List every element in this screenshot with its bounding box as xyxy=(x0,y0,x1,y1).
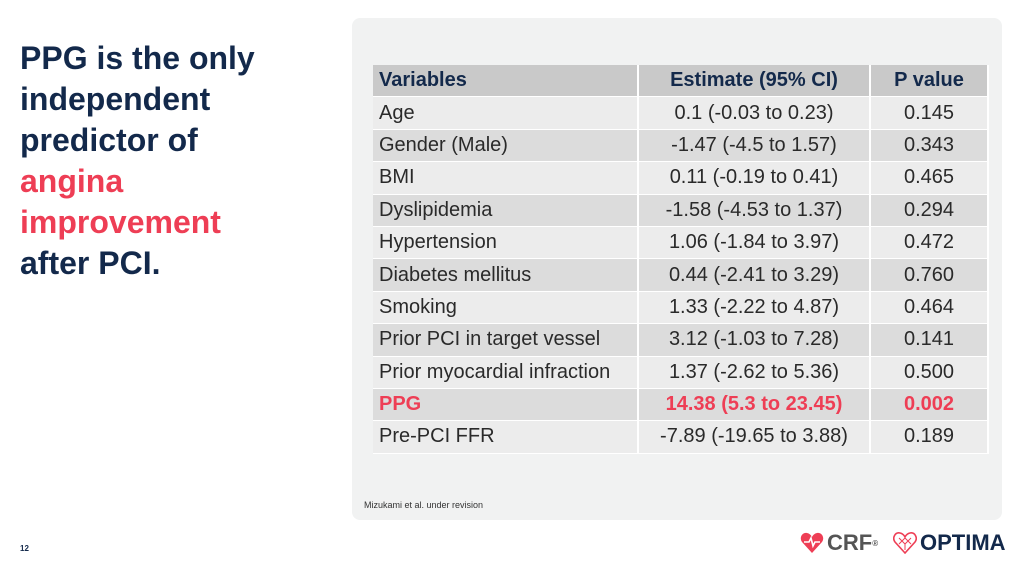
variable-cell: Gender (Male) xyxy=(373,129,639,163)
estimate-cell: 1.33 (-2.22 to 4.87) xyxy=(638,291,871,325)
slide-title: PPG is the only independent predictor of… xyxy=(20,38,340,284)
p-value-cell: 0.189 xyxy=(870,420,989,454)
estimate-cell: -1.58 (-4.53 to 1.37) xyxy=(638,194,871,227)
variable-cell: Pre-PCI FFR xyxy=(373,420,639,454)
p-value-cell: 0.145 xyxy=(870,96,989,130)
regression-table: Variables Estimate (95% CI) P value Age … xyxy=(373,65,989,454)
variable-cell: Age xyxy=(373,96,639,130)
table-row: Diabetes mellitus 0.44 (-2.41 to 3.29) 0… xyxy=(373,258,989,292)
p-value-cell: 0.464 xyxy=(870,291,989,325)
p-value-cell: 0.472 xyxy=(870,226,989,260)
estimate-cell: 0.11 (-0.19 to 0.41) xyxy=(638,161,871,195)
p-value-cell: 0.343 xyxy=(870,129,989,163)
estimate-cell: 0.44 (-2.41 to 3.29) xyxy=(638,258,871,292)
p-value-cell: 0.141 xyxy=(870,323,989,357)
heart-icon xyxy=(800,532,824,553)
variable-cell: Hypertension xyxy=(373,226,639,260)
title-line-1: PPG is the only xyxy=(20,40,255,76)
variable-cell: Dyslipidemia xyxy=(373,194,639,227)
estimate-cell: 1.06 (-1.84 to 3.97) xyxy=(638,226,871,260)
p-value-cell: 0.002 xyxy=(870,388,989,422)
registered-mark: ® xyxy=(872,538,879,548)
table-row: Smoking 1.33 (-2.22 to 4.87) 0.464 xyxy=(373,291,989,325)
title-accent-1: angina xyxy=(20,163,124,199)
estimate-cell: 0.1 (-0.03 to 0.23) xyxy=(638,96,871,130)
estimate-cell: 14.38 (5.3 to 23.45) xyxy=(638,388,871,422)
optima-logo-text: OPTIMA xyxy=(920,530,1006,555)
table-row: BMI 0.11 (-0.19 to 0.41) 0.465 xyxy=(373,161,989,195)
title-line-4: after PCI. xyxy=(20,245,161,281)
header-estimate: Estimate (95% CI) xyxy=(638,65,871,98)
estimate-cell: -1.47 (-4.5 to 1.57) xyxy=(638,129,871,163)
variable-cell: Prior PCI in target vessel xyxy=(373,323,639,357)
estimate-cell: 3.12 (-1.03 to 7.28) xyxy=(638,323,871,357)
p-value-cell: 0.760 xyxy=(870,258,989,292)
header-p-value: P value xyxy=(870,65,989,98)
title-accent-2: improvement xyxy=(20,204,221,240)
variable-cell: Prior myocardial infraction xyxy=(373,356,639,389)
p-value-cell: 0.500 xyxy=(870,356,989,389)
p-value-cell: 0.465 xyxy=(870,161,989,195)
page-number: 12 xyxy=(20,544,29,553)
header-variables: Variables xyxy=(373,65,639,98)
variable-cell: Diabetes mellitus xyxy=(373,258,639,292)
table-row: Age 0.1 (-0.03 to 0.23) 0.145 xyxy=(373,96,989,130)
crf-logo-text: CRF xyxy=(827,530,873,555)
optima-logo: OPTIMA xyxy=(893,530,1006,556)
variable-cell: PPG xyxy=(373,388,639,422)
table-row: Pre-PCI FFR -7.89 (-19.65 to 3.88) 0.189 xyxy=(373,420,989,454)
table-row: Gender (Male) -1.47 (-4.5 to 1.57) 0.343 xyxy=(373,129,989,163)
crf-logo: CRF ® xyxy=(800,530,878,556)
table-row: Prior myocardial infraction 1.37 (-2.62 … xyxy=(373,356,989,389)
estimate-cell: -7.89 (-19.65 to 3.88) xyxy=(638,420,871,454)
estimate-cell: 1.37 (-2.62 to 5.36) xyxy=(638,356,871,389)
variable-cell: Smoking xyxy=(373,291,639,325)
table-row: Prior PCI in target vessel 3.12 (-1.03 t… xyxy=(373,323,989,357)
variable-cell: BMI xyxy=(373,161,639,195)
heart-network-icon xyxy=(893,532,917,554)
table-row-highlighted: PPG 14.38 (5.3 to 23.45) 0.002 xyxy=(373,388,989,422)
title-line-3: predictor of xyxy=(20,122,198,158)
table-row: Hypertension 1.06 (-1.84 to 3.97) 0.472 xyxy=(373,226,989,260)
table-row: Dyslipidemia -1.58 (-4.53 to 1.37) 0.294 xyxy=(373,194,989,227)
citation: Mizukami et al. under revision xyxy=(364,500,484,510)
title-line-2: independent xyxy=(20,81,211,117)
table-header-row: Variables Estimate (95% CI) P value xyxy=(373,65,989,98)
p-value-cell: 0.294 xyxy=(870,194,989,227)
